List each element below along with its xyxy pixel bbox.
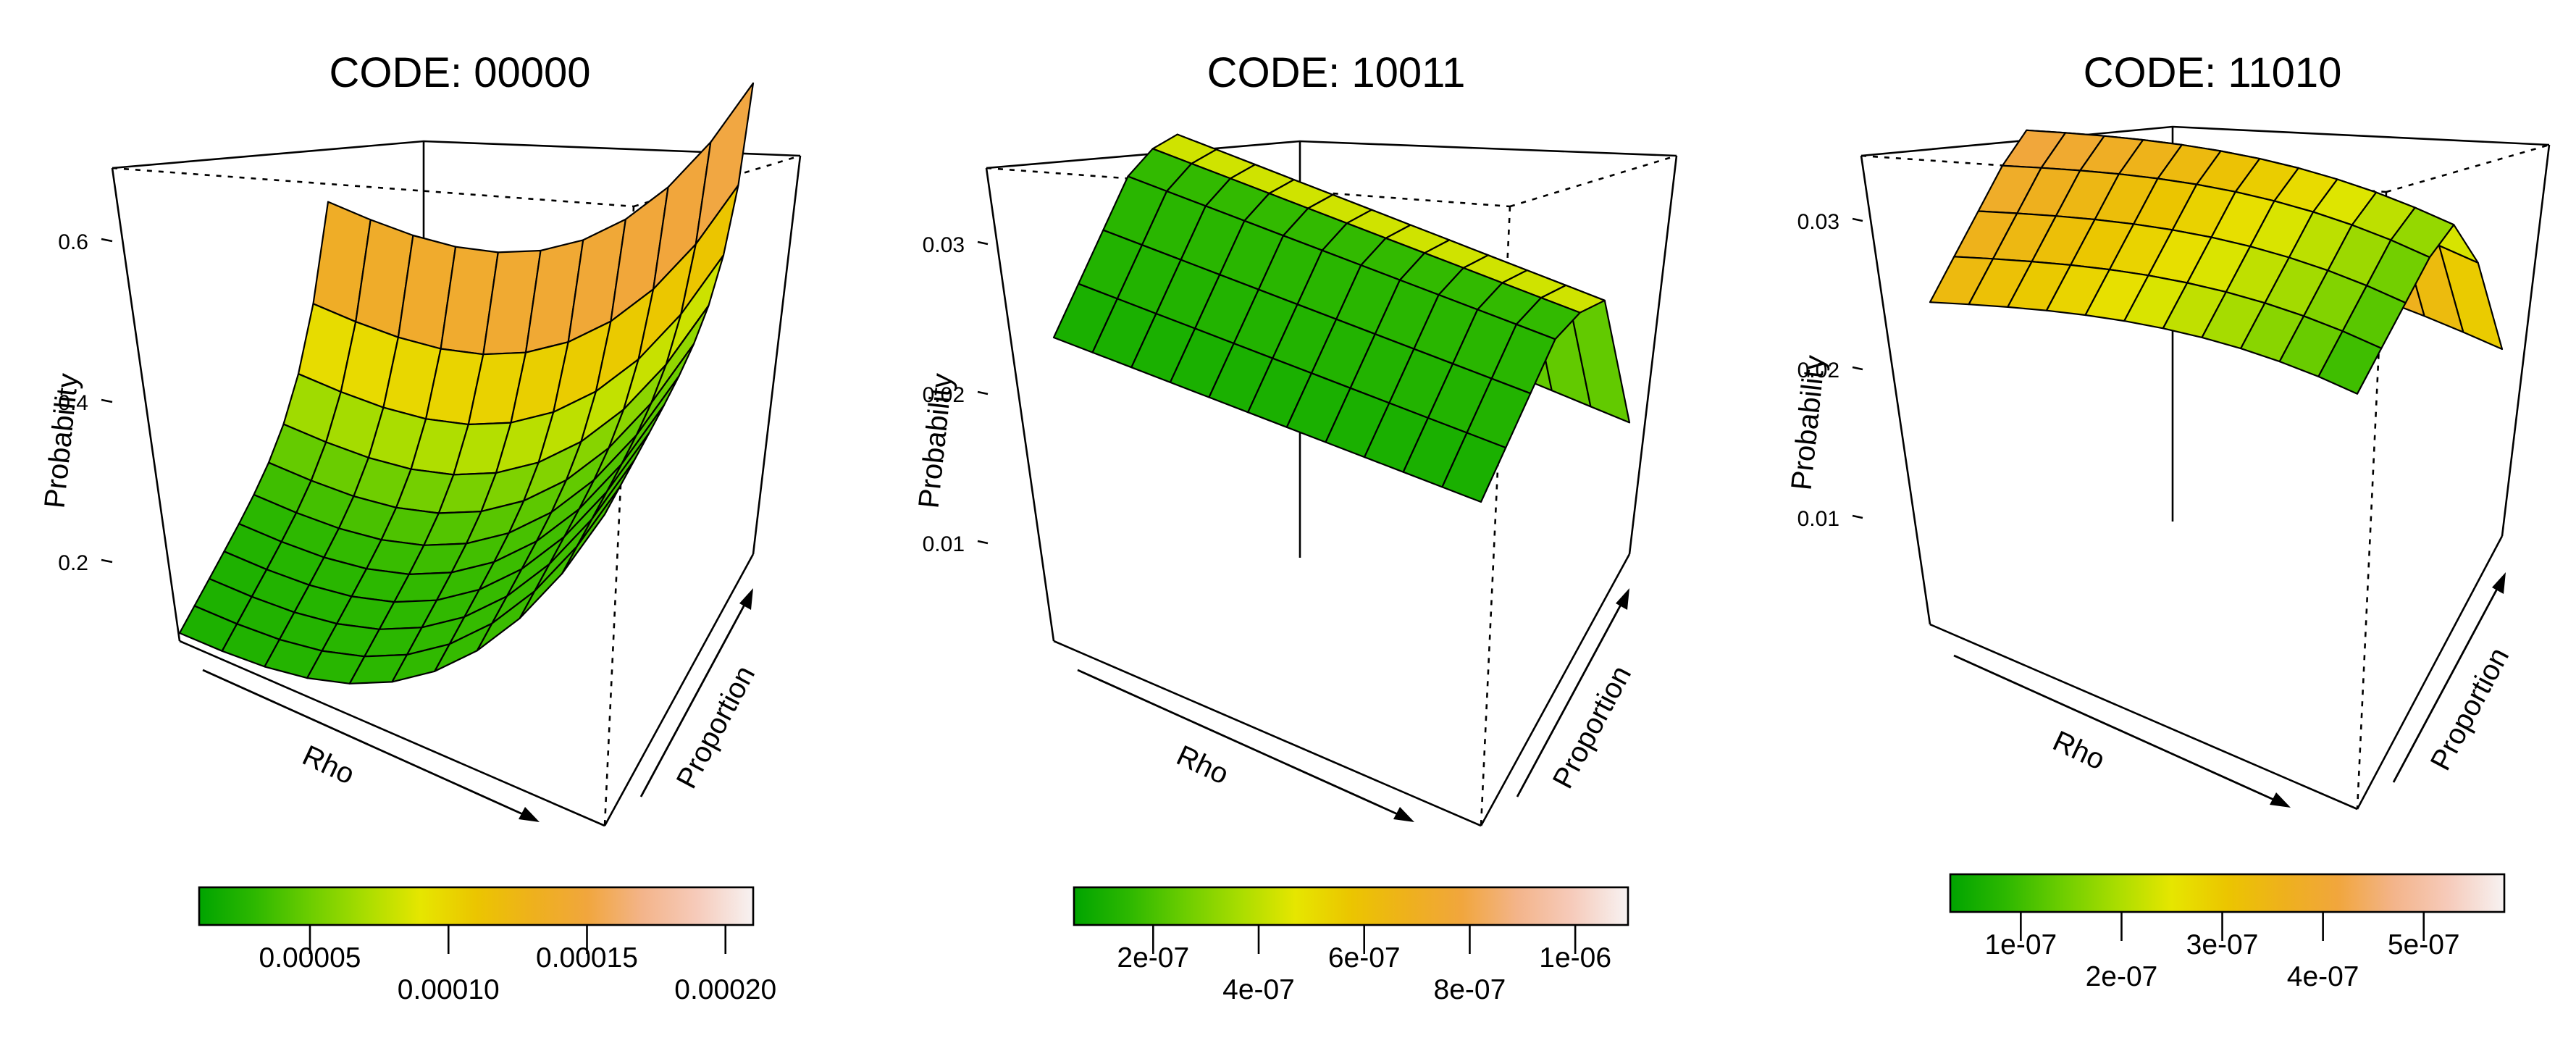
panel-title: CODE: 11010	[2084, 49, 2342, 96]
surface	[1052, 133, 1631, 503]
proportion-arrow	[639, 588, 753, 797]
rho-arrow	[1953, 654, 2291, 808]
z-axis	[977, 240, 989, 545]
panel-code-00000: CODE: 00000 0.6 0.4 0.2 Probability R	[38, 49, 802, 1005]
rho-arrow	[1077, 669, 1414, 822]
colorbar-tick-label: 3e-07	[2186, 929, 2259, 960]
z-tick-label: 0.01	[1797, 507, 1839, 531]
z-tick-label: 0.6	[58, 230, 88, 254]
colorbar-tick-label: 6e-07	[1328, 942, 1401, 973]
panel-title: CODE: 00000	[329, 49, 590, 96]
panel-code-11010: CODE: 11010 0.03 0.02 0.01 Probability	[1785, 49, 2551, 992]
colorbar-tick-label: 0.00020	[674, 974, 776, 1005]
colorbar-ticks: 2e-07 4e-07 6e-07 8e-07 1e-06	[1117, 925, 1611, 1005]
colorbar-ticks: 0.00005 0.00010 0.00015 0.00020	[259, 925, 776, 1005]
z-tick-label: 0.02	[1797, 359, 1839, 382]
colorbar: 2e-07 4e-07 6e-07 8e-07 1e-06	[1073, 886, 1629, 1005]
colorbar-tick-label: 4e-07	[2287, 961, 2359, 992]
colorbar-tick-label: 4e-07	[1222, 974, 1295, 1005]
y-axis-label: Proportion	[2425, 642, 2515, 776]
colorbar-tick-label: 1e-06	[1539, 942, 1611, 973]
proportion-arrow	[2392, 572, 2506, 783]
colorbar-ticks: 1e-07 2e-07 3e-07 4e-07 5e-07	[1984, 912, 2460, 992]
colorbar-scale	[198, 886, 755, 926]
rho-arrow	[202, 669, 540, 822]
colorbar-scale	[1073, 886, 1629, 926]
colorbar-tick-label: 0.00015	[536, 942, 638, 973]
x-axis-label: Rho	[298, 740, 359, 791]
proportion-arrow	[1516, 588, 1629, 797]
z-tick-label: 0.01	[923, 532, 965, 556]
colorbar-tick-label: 5e-07	[2388, 929, 2460, 960]
x-axis-label: Rho	[1172, 740, 1233, 791]
surface	[1929, 129, 2504, 395]
colorbar-scale	[1949, 873, 2506, 913]
colorbar: 0.00005 0.00010 0.00015 0.00020	[198, 886, 776, 1005]
surface	[178, 82, 755, 684]
surface-facet	[2317, 330, 2383, 395]
surface-facet	[1441, 432, 1507, 503]
z-axis-label: Probability	[1785, 353, 1831, 491]
panel-code-10011: CODE: 10011 0.03 0.02 0.01 Probability	[912, 49, 1678, 1005]
box-back-lines	[1860, 125, 2551, 811]
z-axis-label: Probability	[38, 372, 84, 509]
colorbar: 1e-07 2e-07 3e-07 4e-07 5e-07	[1949, 873, 2506, 992]
z-tick-label: 0.03	[1797, 210, 1839, 234]
z-tick-label: 0.03	[923, 233, 965, 257]
z-axis	[101, 238, 113, 564]
z-axis	[1852, 217, 1863, 519]
colorbar-tick-label: 0.00010	[398, 974, 500, 1005]
z-tick-label: 0.4	[58, 391, 88, 415]
colorbar-tick-label: 0.00005	[259, 942, 361, 973]
colorbar-tick-label: 2e-07	[1117, 942, 1189, 973]
box-back-lines	[111, 140, 802, 827]
box-hidden-lines	[1860, 143, 2550, 810]
panel-title: CODE: 10011	[1207, 49, 1466, 96]
colorbar-tick-label: 1e-07	[1984, 929, 2057, 960]
colorbar-tick-label: 8e-07	[1434, 974, 1506, 1005]
x-axis-label: Rho	[2048, 725, 2110, 776]
colorbar-tick-label: 2e-07	[2086, 961, 2158, 992]
z-axis-label: Probability	[912, 372, 958, 509]
surface-facet	[561, 486, 621, 574]
z-tick-label: 0.2	[58, 551, 88, 575]
z-tick-label: 0.02	[923, 383, 965, 407]
